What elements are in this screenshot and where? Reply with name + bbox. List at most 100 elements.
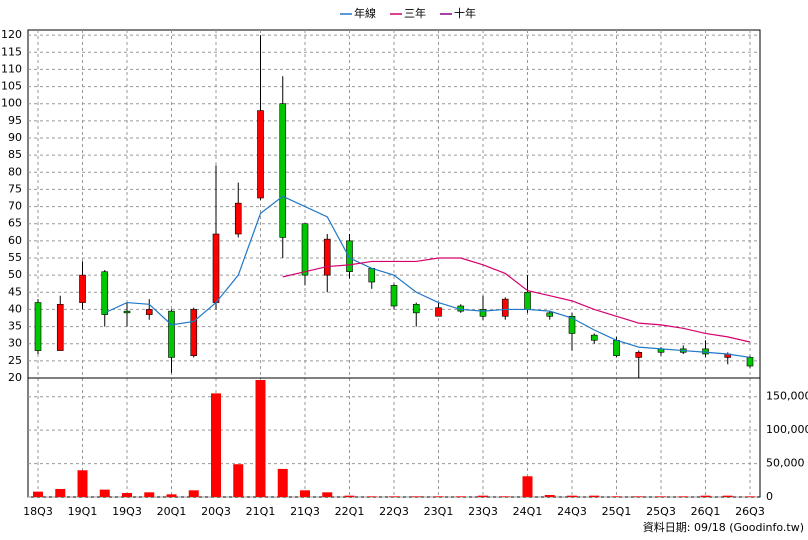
candle-body (323, 238, 331, 276)
volume-bar (411, 496, 422, 497)
candle-body (479, 309, 487, 317)
x-tick-label: 21Q1 (246, 505, 276, 518)
candle-body (301, 223, 309, 276)
volume-bar (77, 470, 88, 497)
plot-frame (27, 29, 761, 498)
candle-body (568, 315, 576, 334)
legend-label: 十年 (454, 6, 476, 20)
x-tick-label: 24Q1 (513, 505, 543, 518)
x-tick-label: 19Q1 (68, 505, 98, 518)
candle-body (34, 302, 42, 351)
y-tick-label: 55 (8, 251, 22, 264)
candle-body (279, 103, 287, 238)
y-tick-label: 75 (8, 182, 22, 195)
x-tick-label: 22Q3 (379, 505, 409, 518)
candle-body (346, 240, 353, 273)
candle-body (412, 303, 420, 314)
line-series (104, 195, 751, 359)
y-tick-label: 50 (8, 268, 22, 281)
y-tick-label: 25 (8, 354, 22, 367)
source-note: 資料日期: 09/18 (Goodinfo.tw) (643, 520, 804, 534)
candle-body (101, 271, 109, 315)
y-tick-label: 70 (8, 200, 22, 213)
x-tick-label: 22Q1 (335, 505, 365, 518)
candle-body (746, 357, 754, 367)
candle-body (546, 312, 554, 317)
y-tick-label: 110 (1, 62, 22, 75)
x-tick-label: 25Q1 (602, 505, 632, 518)
volume-bar (33, 491, 43, 497)
candle-body (590, 334, 598, 341)
candle-body (613, 339, 620, 357)
volume-bar (99, 489, 110, 497)
volume-bar (522, 476, 533, 497)
volume-bar (433, 496, 444, 497)
candle-body (368, 267, 376, 283)
legend-label: 年線 (354, 6, 376, 20)
volume-bar (700, 495, 711, 497)
x-tick-label: 21Q3 (290, 505, 320, 518)
y-tick-label: 115 (1, 45, 22, 58)
x-tick-label: 23Q3 (468, 505, 498, 518)
volume-bar (656, 496, 666, 497)
y-tick-label: 20 (8, 371, 22, 384)
volume-bar (277, 468, 288, 497)
volume-bar (589, 495, 600, 497)
volume-bar (322, 492, 333, 497)
y-tick-label: 105 (1, 80, 22, 93)
candle-body (501, 298, 509, 317)
volume-bar (255, 380, 266, 497)
volume-bar (211, 393, 221, 497)
volume-bar (188, 490, 199, 497)
candle-body (123, 310, 131, 314)
volume-bar (233, 464, 244, 497)
volume-bar (678, 496, 689, 497)
volume-bar (300, 490, 310, 497)
y2-tick-label: 0 (766, 490, 773, 503)
volume-bar (122, 492, 132, 497)
x-tick-label: 20Q3 (201, 505, 231, 518)
candle-body (257, 110, 264, 199)
y-tick-label: 85 (8, 148, 22, 161)
y-tick-label: 100 (1, 97, 22, 110)
y-tick-label: 30 (8, 337, 22, 350)
volume-bar (455, 496, 466, 497)
y-tick-label: 40 (8, 302, 22, 315)
volume-bar (478, 495, 488, 497)
volume-bar (344, 495, 355, 497)
line-series (282, 257, 751, 343)
y-tick-label: 45 (8, 285, 22, 298)
legend-label: 三年 (404, 6, 426, 20)
y-tick-label: 90 (8, 131, 22, 144)
volume-bar (144, 492, 155, 497)
y2-tick-label: 150,000 (766, 390, 808, 403)
y2-tick-label: 50,000 (766, 457, 805, 470)
y2-tick-label: 100,000 (766, 423, 808, 436)
y-tick-label: 120 (1, 28, 22, 41)
x-tick-label: 23Q1 (424, 505, 454, 518)
x-tick-label: 20Q1 (157, 505, 187, 518)
candle-body (190, 309, 198, 357)
volume-bar (567, 495, 577, 497)
y-tick-label: 65 (8, 217, 22, 230)
volume-bar (745, 496, 755, 497)
volume-bar (166, 494, 177, 497)
volume-bar (366, 496, 377, 497)
y-tick-label: 60 (8, 234, 22, 247)
x-tick-label: 26Q3 (735, 505, 765, 518)
volume-bar (389, 496, 399, 497)
candle-body (56, 303, 64, 351)
x-tick-label: 18Q3 (23, 505, 53, 518)
candle-body (168, 310, 175, 358)
y-tick-label: 95 (8, 114, 22, 127)
candle-body (79, 274, 86, 303)
y-tick-label: 80 (8, 165, 22, 178)
x-tick-label: 25Q3 (646, 505, 676, 518)
candle-body (145, 309, 153, 315)
volume-bar (500, 496, 511, 497)
x-tick-label: 24Q3 (557, 505, 587, 518)
candle-body (435, 307, 442, 317)
y-tick-label: 35 (8, 320, 22, 333)
candle-body (702, 348, 709, 355)
